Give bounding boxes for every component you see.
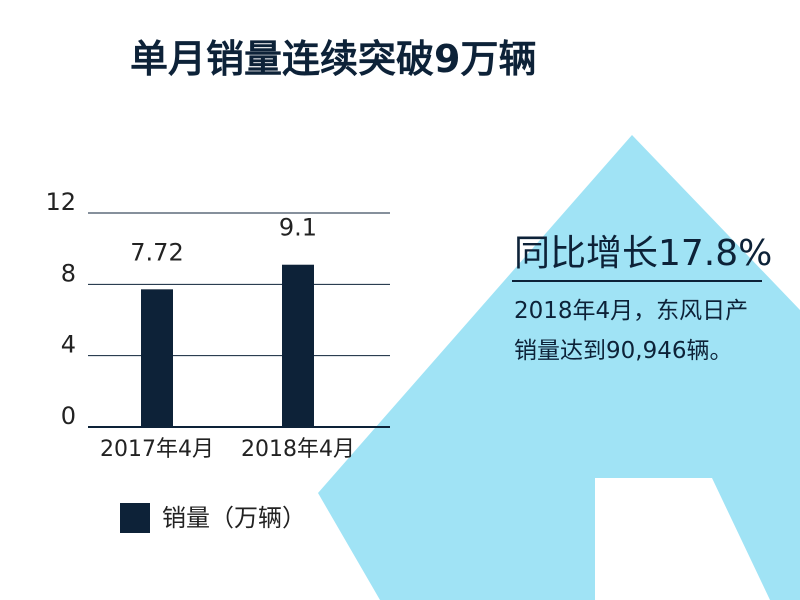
- annotation-heading: 同比增长17.8%: [514, 233, 773, 274]
- bar: [282, 264, 314, 427]
- y-tick-label: 12: [45, 188, 76, 216]
- arrow-background: [318, 135, 800, 600]
- legend-label: 销量（万辆）: [162, 504, 306, 532]
- x-tick-label: 2017年4月: [100, 437, 214, 462]
- y-tick-label: 8: [61, 259, 76, 287]
- data-label: 9.1: [279, 214, 317, 242]
- annotation-rule: [512, 280, 762, 282]
- chart-title: 单月销量连续突破9万辆: [130, 37, 537, 81]
- y-tick-label: 0: [61, 402, 76, 430]
- y-tick-label: 4: [61, 331, 76, 359]
- annotation-text: 2018年4月，东风日产销量达到90,946辆。: [514, 298, 749, 364]
- x-tick-label: 2018年4月: [241, 437, 355, 462]
- bar: [141, 289, 173, 427]
- data-label: 7.72: [130, 238, 183, 266]
- legend-swatch: [120, 503, 150, 533]
